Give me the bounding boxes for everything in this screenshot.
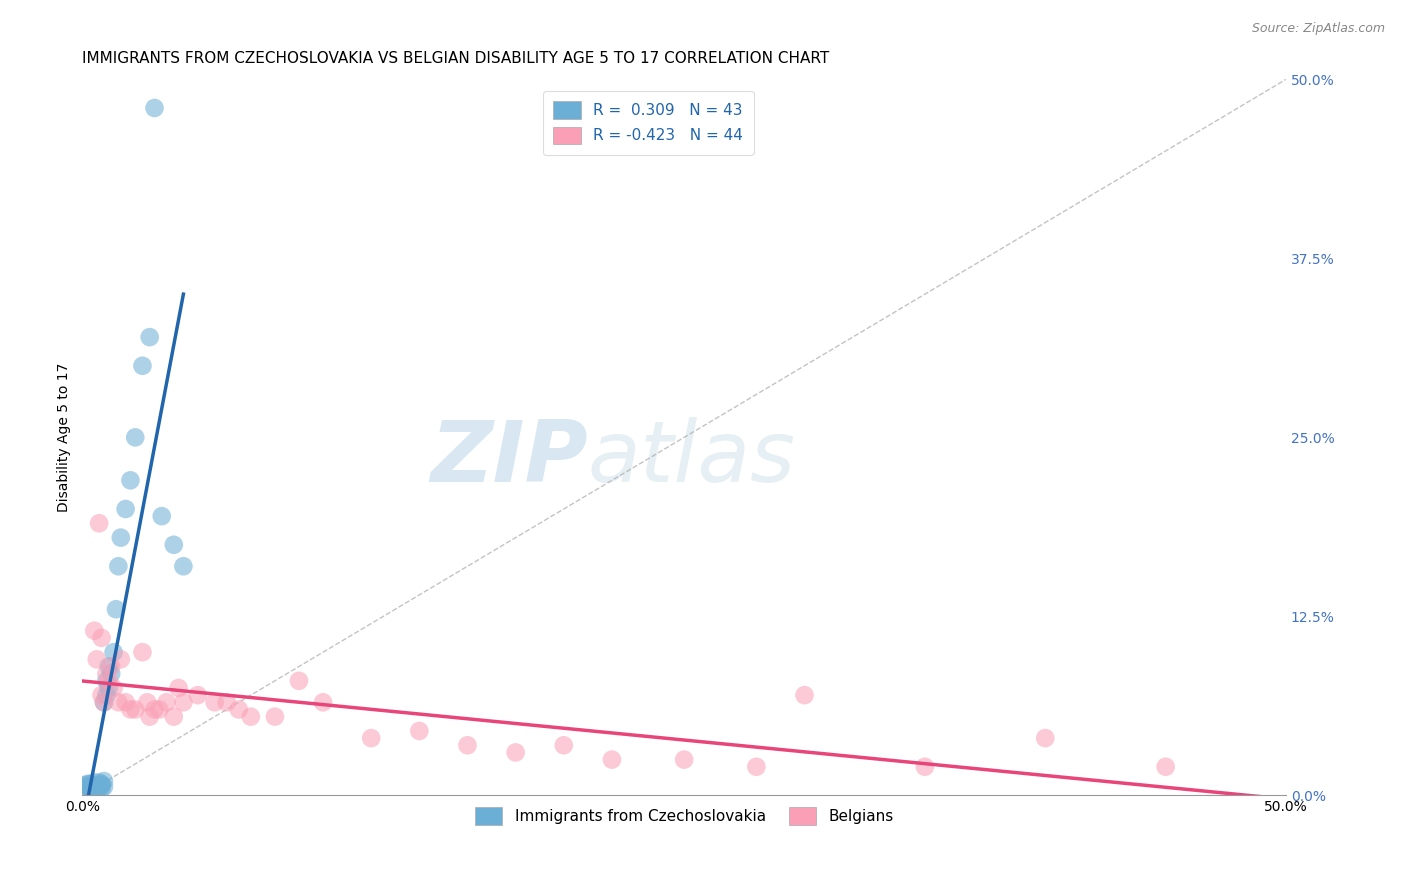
Point xyxy=(1154,760,1177,774)
Point xyxy=(408,723,430,738)
Point xyxy=(148,702,170,716)
Point xyxy=(228,702,250,716)
Point xyxy=(79,777,101,791)
Point xyxy=(89,780,111,794)
Point xyxy=(97,681,120,695)
Legend: Immigrants from Czechoslovakia, Belgians: Immigrants from Czechoslovakia, Belgians xyxy=(465,798,903,834)
Point xyxy=(83,780,105,794)
Point xyxy=(143,702,166,716)
Point xyxy=(136,695,159,709)
Point xyxy=(124,702,146,716)
Point xyxy=(312,695,335,709)
Point xyxy=(673,753,696,767)
Point xyxy=(163,538,186,552)
Point xyxy=(131,645,153,659)
Point xyxy=(264,709,287,723)
Point xyxy=(76,780,98,794)
Point xyxy=(83,782,105,797)
Point xyxy=(96,673,118,688)
Point xyxy=(103,681,125,695)
Text: ZIP: ZIP xyxy=(430,417,588,500)
Point xyxy=(93,780,115,794)
Point xyxy=(90,781,112,796)
Point xyxy=(93,695,115,709)
Point xyxy=(138,330,160,344)
Point xyxy=(80,781,103,796)
Point xyxy=(96,688,118,702)
Point xyxy=(163,709,186,723)
Point xyxy=(204,695,226,709)
Point xyxy=(86,652,108,666)
Point xyxy=(114,695,136,709)
Point xyxy=(172,559,194,574)
Point xyxy=(105,602,128,616)
Point xyxy=(90,631,112,645)
Point xyxy=(288,673,311,688)
Point xyxy=(93,774,115,789)
Point xyxy=(76,777,98,791)
Point xyxy=(131,359,153,373)
Point xyxy=(86,780,108,794)
Point xyxy=(79,780,101,794)
Point xyxy=(745,760,768,774)
Point xyxy=(80,778,103,792)
Text: IMMIGRANTS FROM CZECHOSLOVAKIA VS BELGIAN DISABILITY AGE 5 TO 17 CORRELATION CHA: IMMIGRANTS FROM CZECHOSLOVAKIA VS BELGIA… xyxy=(83,51,830,66)
Point xyxy=(79,781,101,796)
Point xyxy=(100,666,122,681)
Point xyxy=(120,702,142,716)
Point xyxy=(120,473,142,487)
Text: atlas: atlas xyxy=(588,417,796,500)
Point xyxy=(96,666,118,681)
Point xyxy=(167,681,190,695)
Point xyxy=(239,709,262,723)
Point xyxy=(103,645,125,659)
Point xyxy=(138,709,160,723)
Point xyxy=(505,746,527,760)
Point xyxy=(155,695,177,709)
Point xyxy=(360,731,382,745)
Text: Source: ZipAtlas.com: Source: ZipAtlas.com xyxy=(1251,22,1385,36)
Point xyxy=(172,695,194,709)
Point xyxy=(73,778,96,792)
Point xyxy=(83,775,105,789)
Point xyxy=(86,781,108,796)
Point xyxy=(83,781,105,796)
Point xyxy=(97,659,120,673)
Point xyxy=(1033,731,1056,745)
Point xyxy=(187,688,209,702)
Point xyxy=(110,531,132,545)
Point xyxy=(90,688,112,702)
Point xyxy=(89,781,111,796)
Point xyxy=(553,739,575,753)
Point xyxy=(150,509,173,524)
Point xyxy=(107,559,129,574)
Point xyxy=(793,688,815,702)
Point xyxy=(114,502,136,516)
Point xyxy=(110,652,132,666)
Point xyxy=(100,659,122,673)
Point xyxy=(600,753,623,767)
Point xyxy=(89,516,111,531)
Point xyxy=(90,777,112,791)
Point xyxy=(83,624,105,638)
Point xyxy=(80,780,103,794)
Point xyxy=(456,739,478,753)
Y-axis label: Disability Age 5 to 17: Disability Age 5 to 17 xyxy=(58,363,72,512)
Point xyxy=(89,775,111,789)
Point xyxy=(90,778,112,792)
Point xyxy=(124,430,146,444)
Point xyxy=(93,695,115,709)
Point xyxy=(143,101,166,115)
Point xyxy=(215,695,238,709)
Point xyxy=(914,760,936,774)
Point xyxy=(107,695,129,709)
Point xyxy=(86,778,108,792)
Point xyxy=(97,673,120,688)
